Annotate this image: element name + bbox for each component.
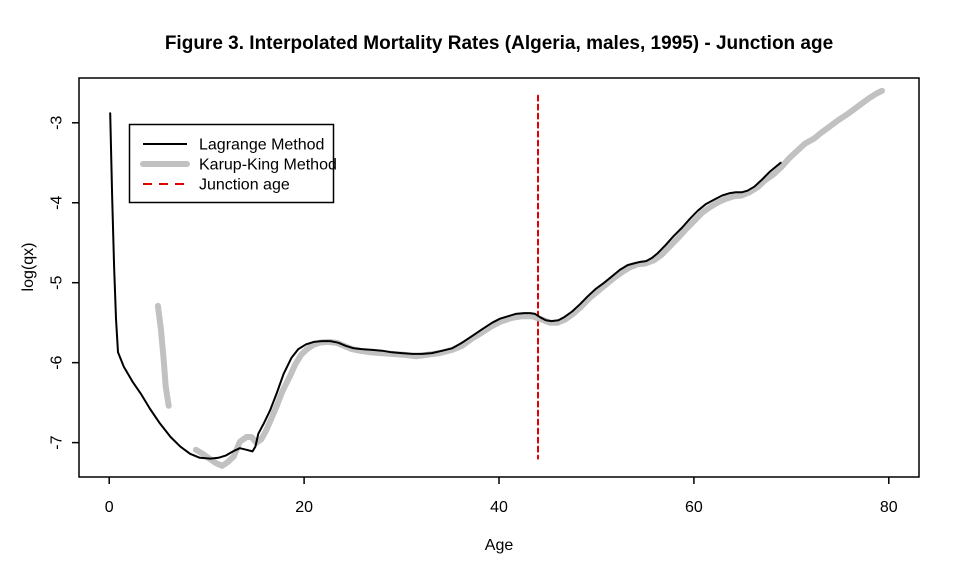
- y-tick-label: -6: [49, 355, 66, 369]
- y-tick-label: -7: [49, 435, 66, 449]
- y-tick-label: -4: [49, 196, 66, 210]
- y-axis-ticks: -3 -4 -5 -6 -7: [49, 116, 79, 450]
- legend: Lagrange Method Karup-King Method Juncti…: [128, 123, 337, 204]
- x-tick-label: 60: [685, 499, 703, 516]
- y-tick-label: -5: [49, 275, 66, 289]
- x-tick-label: 80: [880, 499, 898, 516]
- y-tick-label: -3: [49, 116, 66, 130]
- x-tick-label: 40: [490, 499, 508, 516]
- chart-title: Figure 3. Interpolated Mortality Rates (…: [165, 33, 833, 54]
- x-tick-label: 20: [295, 499, 313, 516]
- x-axis-label: Age: [485, 537, 514, 554]
- legend-label-junction-age: Junction age: [199, 177, 290, 194]
- x-tick-label: 0: [105, 499, 114, 516]
- x-axis-ticks: 0 20 40 60 80: [105, 477, 898, 516]
- series-layer: [109, 87, 885, 469]
- series-karup-king-method: [154, 302, 172, 409]
- legend-label-karup-king: Karup-King Method: [199, 157, 337, 174]
- legend-label-lagrange: Lagrange Method: [199, 137, 324, 154]
- y-axis-label: log(qx): [20, 243, 37, 292]
- series-karup-king-method: [192, 87, 885, 469]
- series-lagrange-method: [109, 112, 782, 460]
